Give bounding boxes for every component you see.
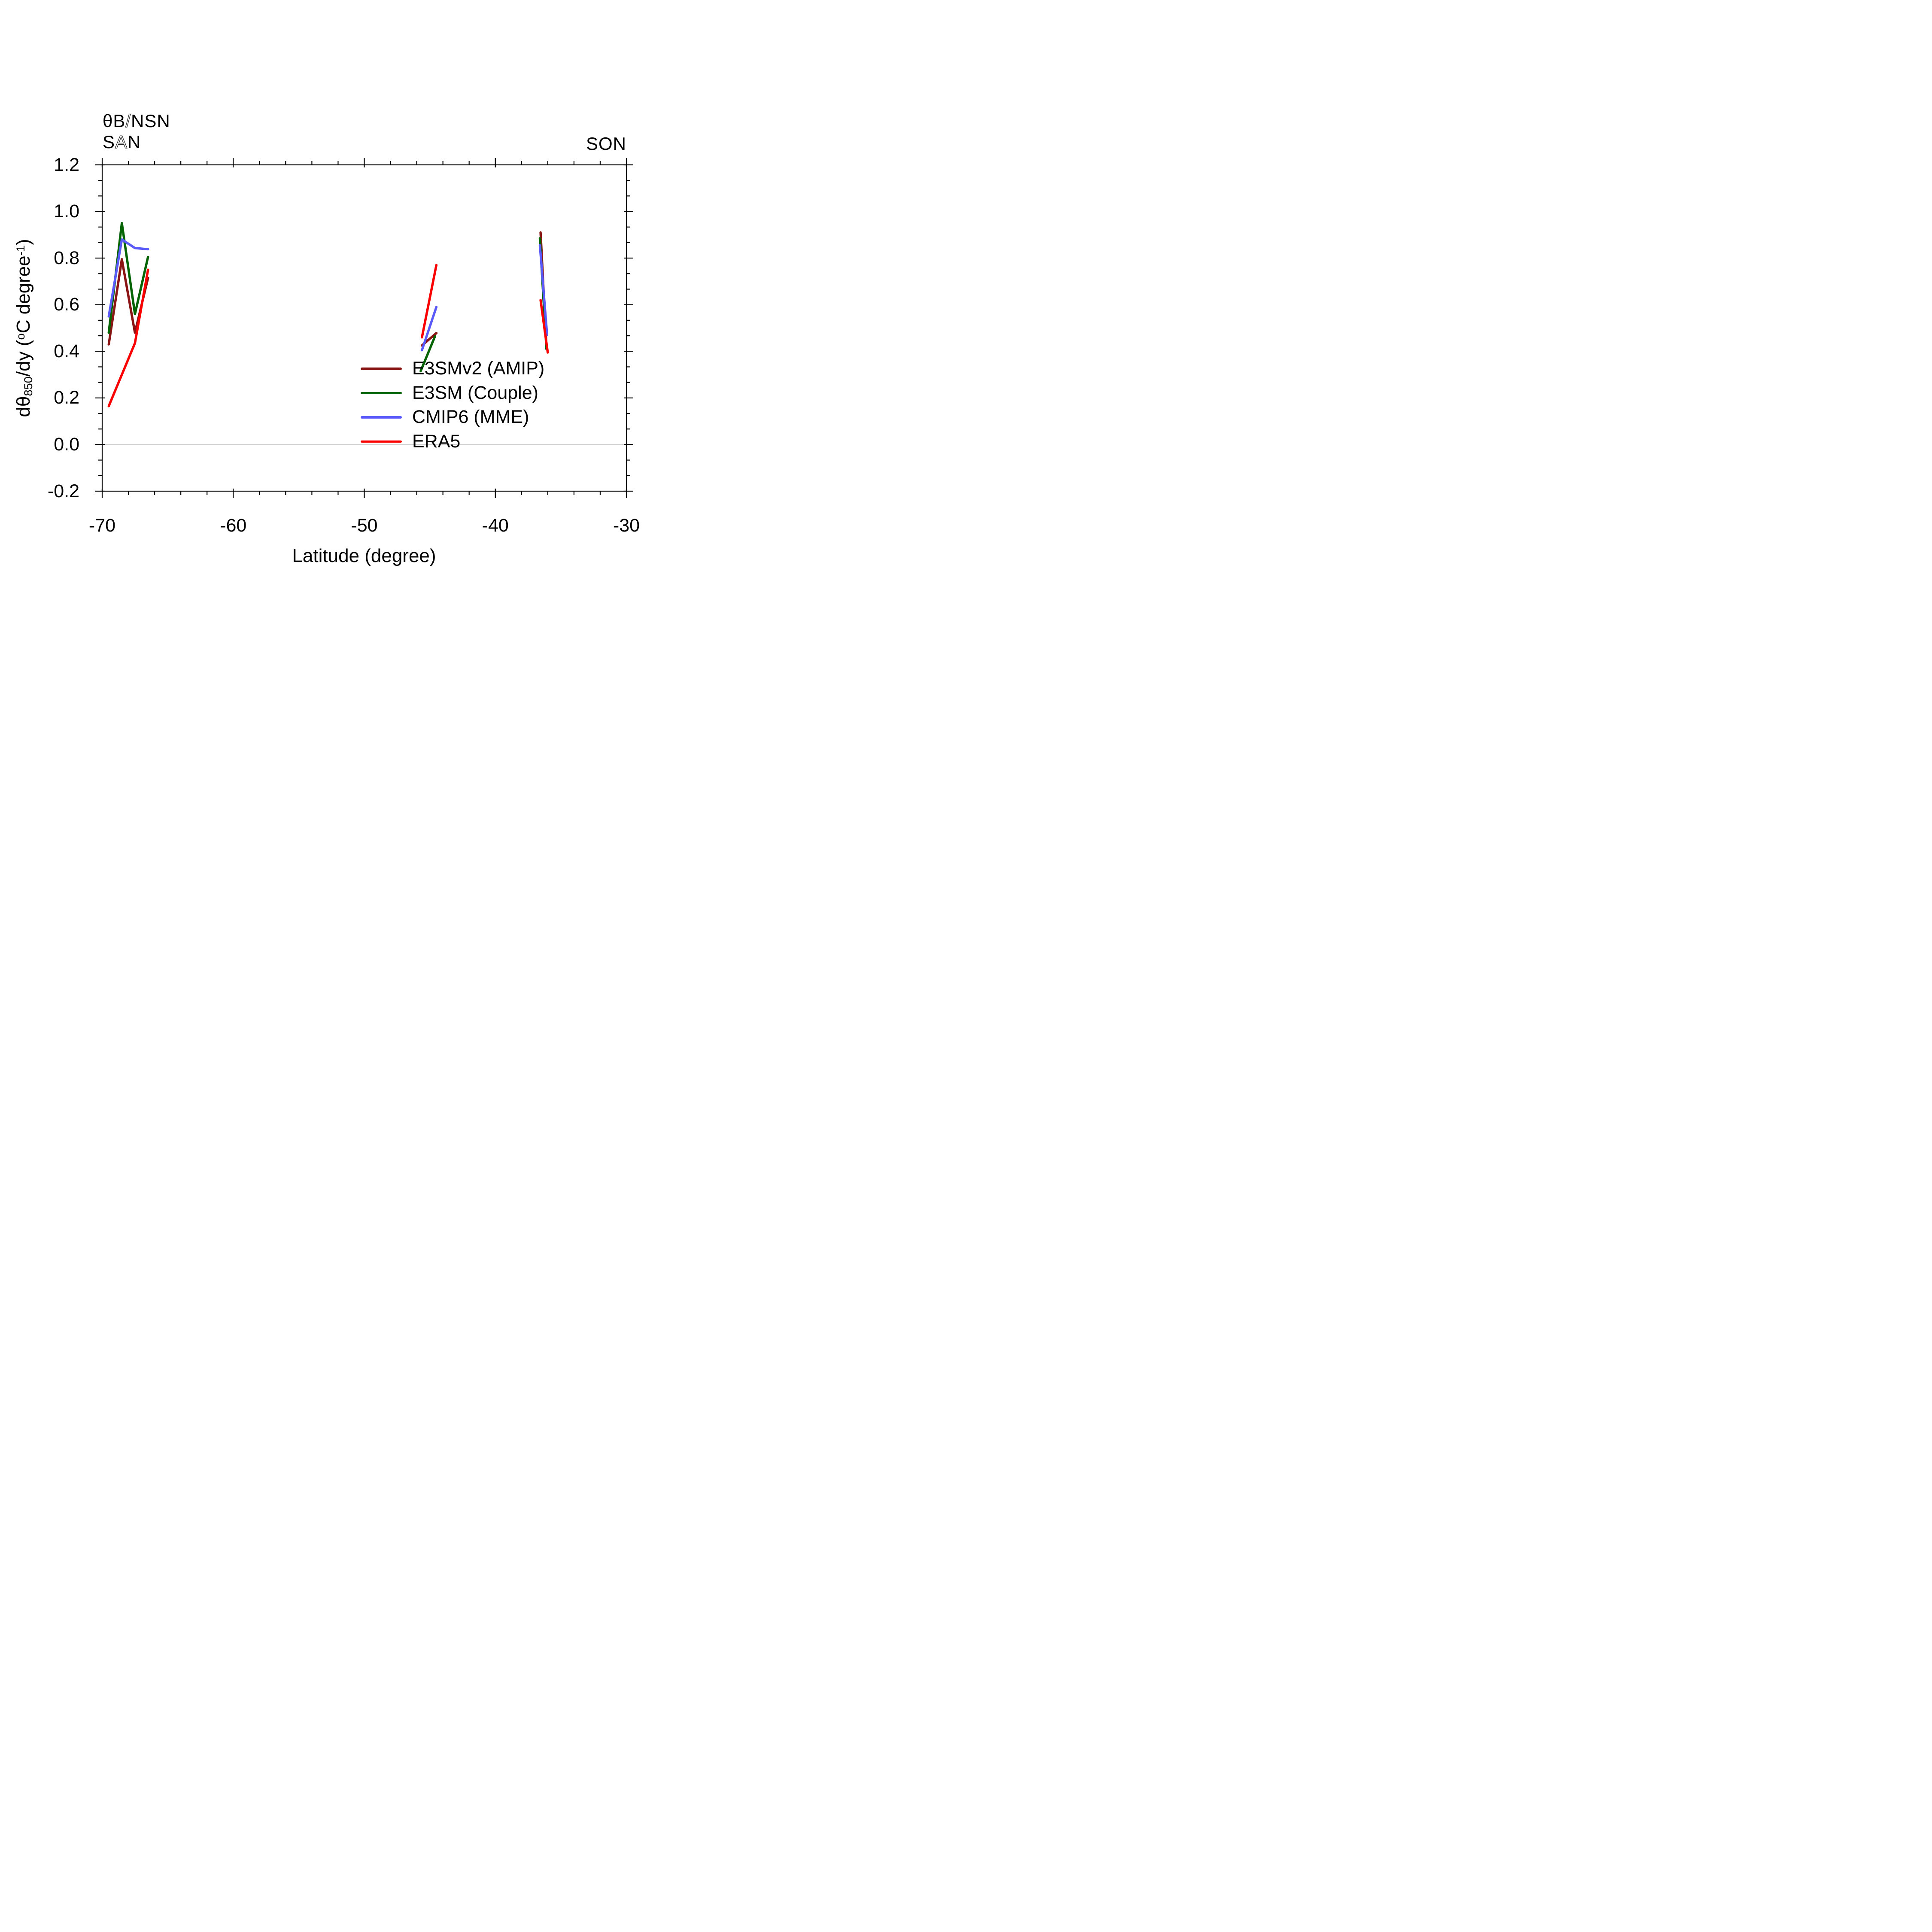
series-line-era5 [539,299,549,354]
x-tick-label: -60 [220,515,247,536]
x-tick-label: -50 [351,515,378,536]
legend-label-2: E3SM (Couple) [412,382,538,403]
plot-area [95,158,633,498]
y-tick-label: 0.2 [54,387,79,408]
y-tick-label: -0.2 [47,480,79,501]
legend-swatch-1 [361,368,402,370]
title-text: NSN [131,111,170,131]
title-hairline-slash: / [125,110,131,131]
title-hairline-a: A [115,131,128,152]
y-tick-label: 0.0 [54,434,79,455]
title-text: S [103,131,115,152]
panel-title-left: θB/NSN SAN [103,110,170,153]
legend-label-3: CMIP6 (MME) [412,407,529,427]
y-tick-label: 1.0 [54,201,79,222]
series-line-e3sm-couple [419,335,437,373]
y-tick-label: 0.4 [54,340,79,361]
legend-label-4: ERA5 [412,431,461,452]
x-tick-label: -30 [613,515,640,536]
legend-label-1: E3SMv2 (AMIP) [412,358,545,379]
x-tick-label: -40 [482,515,509,536]
panel-title-left-line2: SAN [103,131,170,153]
series-line-cmip6-mme [538,244,549,337]
y-tick-label: 0.6 [54,294,79,315]
legend-swatch-2 [361,392,402,395]
legend-swatch-3 [361,416,402,419]
x-axis-title: Latitude (degree) [292,545,436,566]
series-line-era5 [107,268,149,407]
panel-title-right: SON [586,134,626,154]
legend-swatch-4 [361,440,402,443]
series-line-cmip6-mme [107,238,149,318]
title-text: N [128,131,141,152]
x-tick-label: -70 [88,515,116,536]
y-title-degree-sup: o [13,333,27,340]
y-tick-label: 1.2 [54,154,79,175]
series-line-cmip6-mme [421,306,438,352]
series-line-era5 [421,264,438,339]
chart-canvas: θB/NSN SAN SON Latitude (degree) dθ850/d… [0,0,644,644]
y-tick-label: 0.8 [54,247,79,268]
y-title-text: ) [13,239,34,246]
y-axis-title: dθ850/dy (oC degree-1) [13,70,36,586]
panel-title-left-line1: θB/NSN [103,110,170,132]
title-text: θB [103,111,126,131]
